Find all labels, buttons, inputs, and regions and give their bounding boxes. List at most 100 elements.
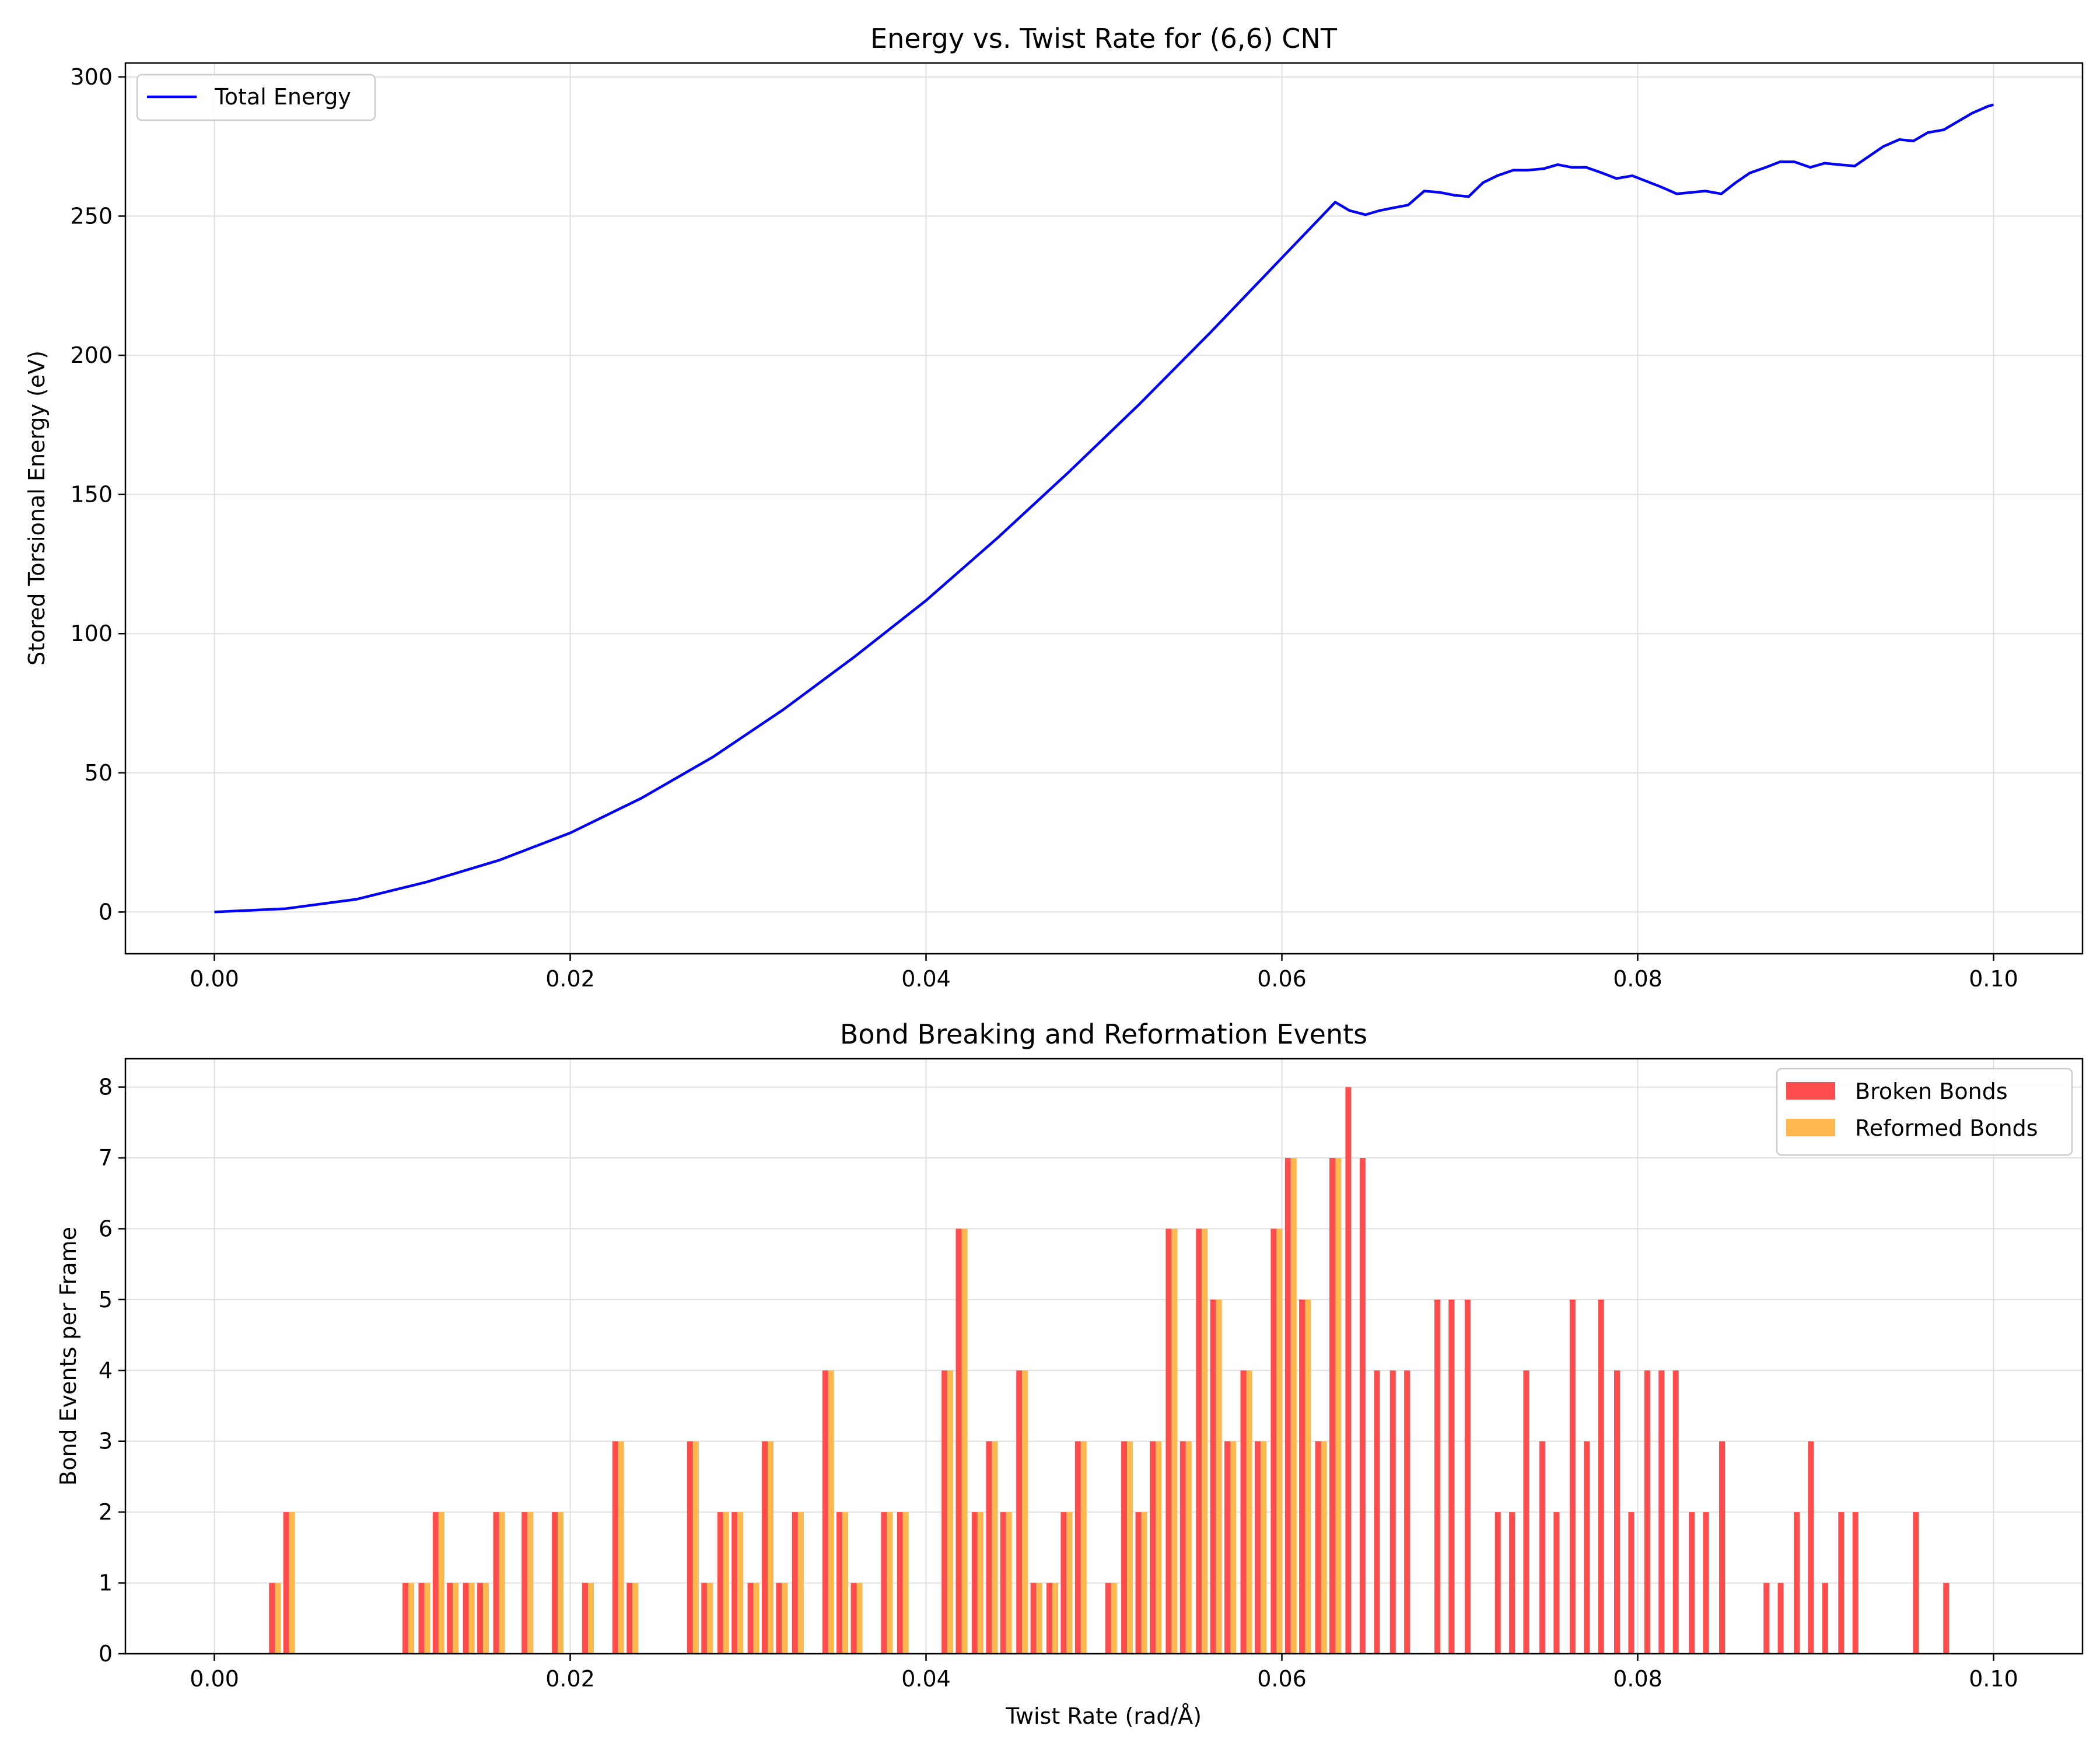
- reformed-bonds-bar: [632, 1583, 639, 1654]
- bond-chart-y-axis-label: Bond Events per Frame: [55, 1227, 81, 1486]
- broken-bonds-bar: [1374, 1370, 1380, 1654]
- broken-bonds-bar: [971, 1512, 978, 1654]
- reformed-bonds-bar: [438, 1512, 444, 1654]
- energy-y-tick-label: 100: [70, 621, 113, 646]
- broken-bonds-bar: [1299, 1299, 1306, 1654]
- broken-bonds-bar: [1030, 1583, 1037, 1654]
- energy-x-tick-label: 0.04: [901, 966, 951, 992]
- bond-events-chart: Bond Breaking and Reformation Events 0.0…: [55, 1019, 2084, 1729]
- broken-bonds-bar: [1270, 1228, 1277, 1654]
- reformed-bonds-bar: [977, 1512, 984, 1654]
- broken-bonds-bar: [1315, 1441, 1321, 1654]
- broken-bonds-bar: [447, 1583, 453, 1654]
- reformed-bonds-bar: [1111, 1583, 1117, 1654]
- broken-bonds-bar: [1448, 1299, 1455, 1654]
- broken-bonds-bar: [1658, 1370, 1665, 1654]
- broken-bonds-bar: [1135, 1512, 1142, 1654]
- broken-bonds-bar: [612, 1441, 618, 1654]
- energy-y-tick-label: 150: [70, 482, 113, 508]
- energy-chart-y-ticks: 0 50 100 150 200 250 300: [70, 64, 125, 925]
- broken-bonds-legend-label: Broken Bonds: [1855, 1079, 2008, 1104]
- broken-bonds-bar: [477, 1583, 484, 1654]
- broken-bonds-bar: [402, 1583, 408, 1654]
- broken-bonds-bar: [1404, 1370, 1410, 1654]
- broken-bonds-bar: [1794, 1512, 1800, 1654]
- energy-x-tick-label: 0.02: [545, 966, 595, 992]
- reformed-bonds-bar: [527, 1512, 534, 1654]
- broken-bonds-bar: [552, 1512, 558, 1654]
- reformed-bonds-bar: [902, 1512, 909, 1654]
- broken-bonds-bar: [1060, 1512, 1067, 1654]
- broken-bonds-bar: [1777, 1583, 1784, 1654]
- reformed-bonds-bar: [558, 1512, 564, 1654]
- bond-chart-axes-frame: [124, 1058, 2084, 1655]
- broken-bonds-bar: [850, 1583, 857, 1654]
- energy-y-tick-label: 250: [70, 203, 113, 229]
- broken-bonds-bar: [1614, 1370, 1620, 1654]
- bond-y-tick-label: 0: [99, 1641, 113, 1667]
- reformed-bonds-bar: [618, 1441, 624, 1654]
- bond-y-tick-label: 7: [99, 1145, 113, 1171]
- broken-bonds-bar: [1689, 1512, 1695, 1654]
- reformed-bonds-bar: [453, 1583, 459, 1654]
- broken-bonds-bar: [776, 1583, 782, 1654]
- reformed-bonds-bar: [1290, 1158, 1297, 1654]
- bond-chart-title: Bond Breaking and Reformation Events: [840, 1019, 1367, 1050]
- bond-chart-x-ticks: 0.00 0.02 0.04 0.06 0.08 0.10: [190, 1654, 2018, 1692]
- reformed-bonds-bar: [947, 1370, 954, 1654]
- broken-bonds-bar: [822, 1370, 828, 1654]
- reformed-bonds-legend-label: Reformed Bonds: [1855, 1115, 2038, 1141]
- broken-bonds-bar: [1598, 1299, 1604, 1654]
- reformed-bonds-bar: [289, 1512, 295, 1654]
- broken-bonds-bar: [1105, 1583, 1111, 1654]
- reformed-bonds-bar: [1216, 1299, 1222, 1654]
- broken-bonds-bar: [1240, 1370, 1247, 1654]
- reformed-bonds-bar: [992, 1441, 998, 1654]
- total-energy-line: [214, 103, 1994, 914]
- broken-bonds-bar: [1584, 1441, 1590, 1654]
- broken-bonds-bar: [956, 1228, 962, 1654]
- energy-x-tick-label: 0.06: [1257, 966, 1307, 992]
- broken-bonds-bar: [1329, 1158, 1335, 1654]
- energy-legend-label: Total Energy: [214, 84, 351, 110]
- broken-bonds-bar: [493, 1512, 499, 1654]
- reformed-bonds-bar: [961, 1228, 968, 1654]
- broken-bonds-bar: [732, 1512, 738, 1654]
- broken-bonds-bar: [1196, 1228, 1202, 1654]
- bond-x-tick-label: 0.08: [1613, 1666, 1662, 1692]
- reformed-bonds-bar: [1156, 1441, 1161, 1654]
- energy-y-tick-label: 300: [70, 64, 113, 90]
- broken-bonds-bar: [1822, 1583, 1828, 1654]
- broken-bonds-bar: [1553, 1512, 1560, 1654]
- broken-bonds-bar: [1644, 1370, 1650, 1654]
- broken-bonds-bar: [626, 1583, 633, 1654]
- reformed-bonds-bar: [1246, 1370, 1252, 1654]
- bond-y-tick-label: 5: [99, 1287, 113, 1312]
- broken-bonds-bar: [762, 1441, 768, 1654]
- bond-y-tick-label: 3: [99, 1429, 113, 1454]
- reformed-bonds-bar: [887, 1512, 893, 1654]
- broken-bonds-bar: [1284, 1158, 1291, 1654]
- broken-bonds-bar: [1390, 1370, 1396, 1654]
- reformed-bonds-bar: [468, 1583, 475, 1654]
- reformed-bonds-bar: [1036, 1583, 1042, 1654]
- energy-chart-plot: [214, 103, 1994, 914]
- broken-bonds-bar: [1224, 1441, 1230, 1654]
- broken-bonds-bar: [432, 1512, 439, 1654]
- broken-bonds-bar: [1719, 1441, 1725, 1654]
- broken-bonds-bar: [687, 1441, 693, 1654]
- bond-x-tick-label: 0.02: [545, 1666, 595, 1692]
- energy-y-tick-label: 50: [85, 760, 113, 786]
- reformed-bonds-bar: [1006, 1512, 1012, 1654]
- reformed-bonds-bar: [856, 1583, 863, 1654]
- reformed-bonds-bar: [1321, 1441, 1327, 1654]
- broken-bonds-bar: [269, 1583, 275, 1654]
- broken-bonds-bar: [1359, 1158, 1366, 1654]
- bond-chart-x-axis-label: Twist Rate (rad/Å): [1005, 1703, 1202, 1729]
- bond-chart-bars: [269, 1087, 1950, 1654]
- broken-bonds-bar: [283, 1512, 289, 1654]
- broken-bonds-bar: [717, 1512, 723, 1654]
- reformed-bonds-bar: [1066, 1512, 1073, 1654]
- bond-x-tick-label: 0.10: [1969, 1666, 2018, 1692]
